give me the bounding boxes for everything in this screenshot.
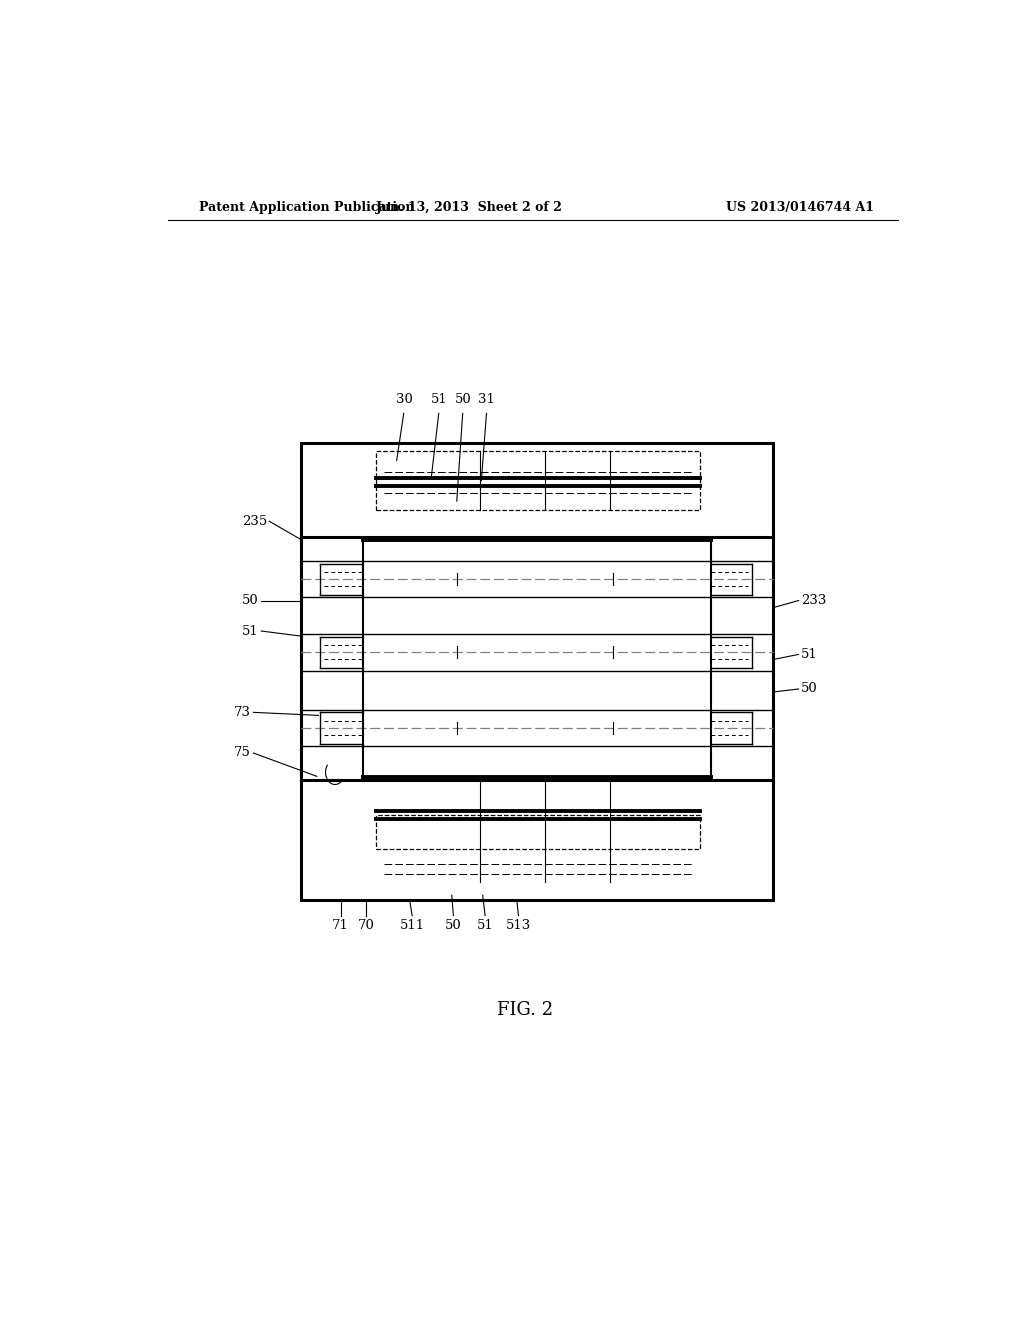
Text: 513: 513 xyxy=(506,919,531,932)
Text: 235: 235 xyxy=(242,515,267,528)
Text: Patent Application Publication: Patent Application Publication xyxy=(200,201,415,214)
Text: 511: 511 xyxy=(399,919,425,932)
Text: 50: 50 xyxy=(243,594,259,607)
Bar xyxy=(377,814,700,849)
Text: 71: 71 xyxy=(332,919,349,932)
Text: 73: 73 xyxy=(234,706,251,719)
Text: 51: 51 xyxy=(243,624,259,638)
Bar xyxy=(301,444,773,900)
Text: 50: 50 xyxy=(801,682,818,696)
Text: 51: 51 xyxy=(801,648,818,661)
Text: Jun. 13, 2013  Sheet 2 of 2: Jun. 13, 2013 Sheet 2 of 2 xyxy=(376,201,562,214)
Text: 50: 50 xyxy=(445,919,462,932)
Text: 31: 31 xyxy=(478,393,496,407)
Text: 50: 50 xyxy=(455,393,471,407)
Text: FIG. 2: FIG. 2 xyxy=(497,1001,553,1019)
Text: US 2013/0146744 A1: US 2013/0146744 A1 xyxy=(726,201,873,214)
Text: 233: 233 xyxy=(801,594,826,607)
Bar xyxy=(377,451,700,510)
Text: 51: 51 xyxy=(431,393,447,407)
Text: 30: 30 xyxy=(395,393,413,407)
Text: 75: 75 xyxy=(234,747,251,759)
Text: 70: 70 xyxy=(357,919,375,932)
Text: 51: 51 xyxy=(477,919,494,932)
